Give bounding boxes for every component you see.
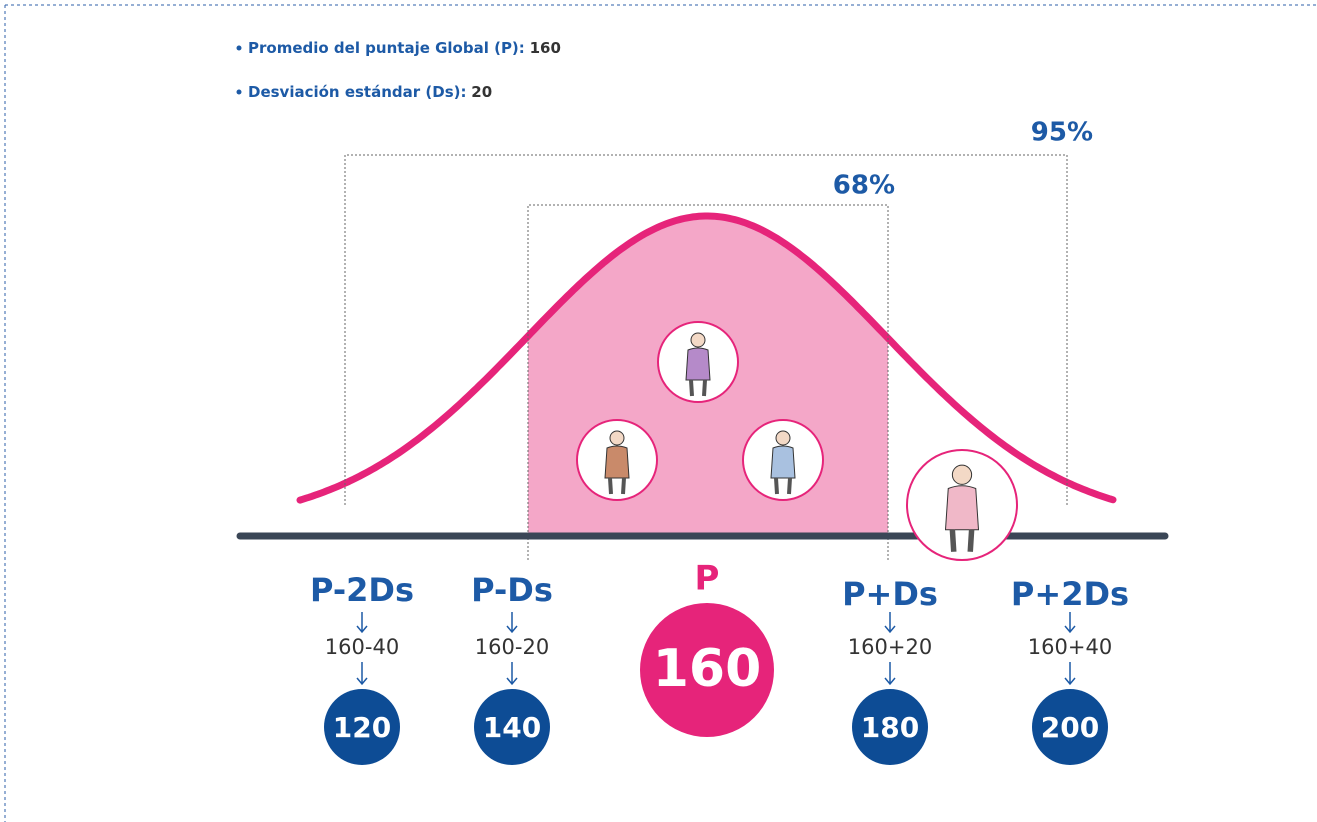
columns: P-2Ds 160-40 120 P-Ds 160-20 140 P+Ds 160+20 180… [310,571,1129,765]
people [576,321,1018,561]
column-result: 200 [1041,711,1099,744]
bell-curve [296,212,1117,504]
person-legs [608,477,626,495]
arrow [356,612,368,634]
person-head [690,332,706,348]
person-body [944,485,980,531]
column-label: P+2Ds [1011,575,1129,613]
person-body [604,445,630,479]
bullet [236,89,242,95]
range-label: 95% [1031,118,1093,148]
column-expression: 160+40 [1028,635,1112,659]
column-expression: 160+20 [848,635,932,659]
column-label: P-2Ds [310,571,414,609]
person-body [770,445,796,479]
header-item: Desviación estándar (Ds): 20 [248,83,492,101]
column-expression: 160-20 [475,635,549,659]
arrow [1064,662,1076,686]
person-legs [949,529,975,552]
result-circle [852,689,928,765]
arrow [356,662,368,686]
column-result: 180 [861,711,919,744]
arrow [1064,612,1076,634]
bullet [236,45,242,51]
column-label: P-Ds [471,571,553,609]
range-label: 68% [833,171,895,201]
arrow [506,612,518,634]
column-result: 120 [333,711,391,744]
result-circle [324,689,400,765]
column-label: P+Ds [842,575,938,613]
person-legs [774,477,792,495]
center-value: 160 [653,639,762,699]
arrow [884,662,896,686]
header-item: Promedio del puntaje Global (P): 160 [248,39,561,57]
arrow [884,612,896,634]
arrow [506,662,518,686]
result-circle [1032,689,1108,765]
range-box-68 [527,204,889,560]
person-head [775,430,791,446]
column-expression: 160-40 [325,635,399,659]
result-circle [474,689,550,765]
center-label: P [695,559,720,599]
column-result: 140 [483,711,541,744]
person-body [685,347,711,381]
person-legs [689,379,707,397]
center-circle [640,603,774,737]
person-head [609,430,625,446]
person-head [951,464,973,485]
